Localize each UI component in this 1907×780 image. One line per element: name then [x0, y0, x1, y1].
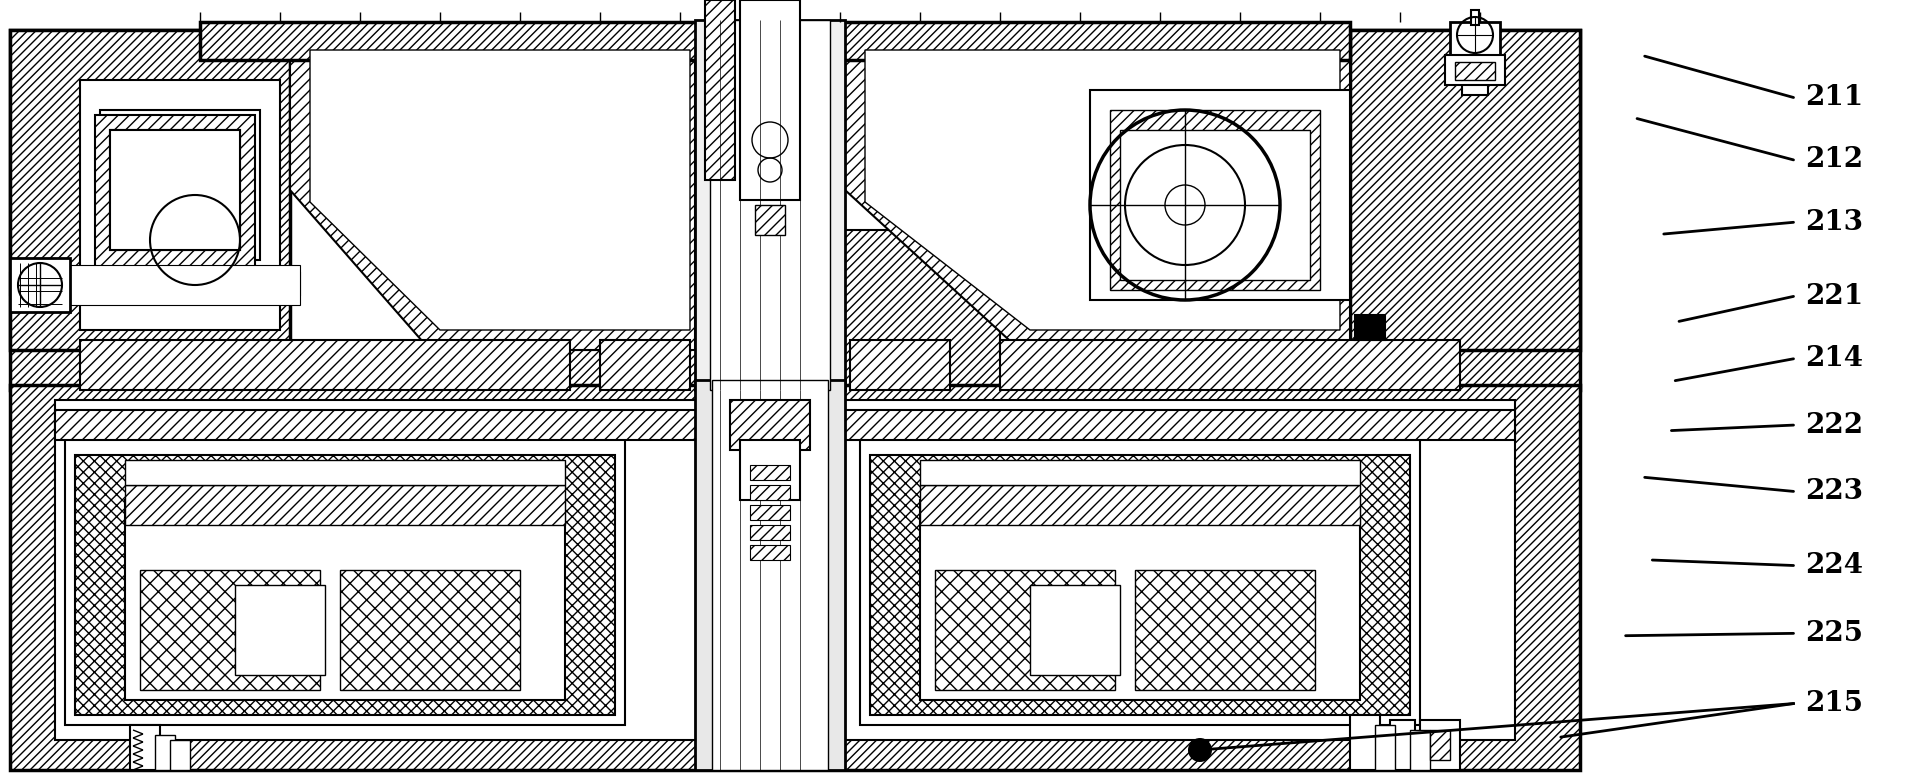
Bar	[10, 30, 1579, 390]
Circle shape	[1188, 738, 1211, 762]
Bar	[1419, 720, 1459, 770]
Text: 225: 225	[1804, 620, 1861, 647]
Bar	[10, 258, 71, 312]
Bar	[999, 340, 1459, 390]
Text: 222: 222	[1804, 412, 1861, 438]
Bar	[111, 130, 240, 250]
Bar	[711, 380, 828, 770]
Bar	[10, 265, 299, 305]
Bar	[139, 570, 320, 690]
Bar	[80, 80, 280, 330]
Bar	[126, 485, 564, 525]
Bar	[1110, 110, 1320, 290]
Bar	[111, 130, 240, 250]
Bar	[1135, 570, 1314, 690]
Bar	[154, 735, 175, 770]
Bar	[620, 30, 919, 230]
Bar	[740, 440, 799, 500]
Bar	[694, 20, 845, 390]
Bar	[704, 0, 734, 180]
Bar	[1390, 720, 1415, 770]
Bar	[1350, 715, 1379, 770]
Bar	[860, 435, 1419, 725]
Bar	[755, 205, 784, 235]
Bar	[749, 465, 789, 480]
Bar	[934, 570, 1114, 690]
Bar	[80, 50, 660, 350]
Bar	[1455, 62, 1495, 80]
Bar	[1470, 10, 1478, 25]
Bar	[694, 380, 845, 770]
Polygon shape	[845, 30, 1350, 350]
Bar	[10, 273, 299, 295]
Bar	[1350, 30, 1579, 350]
Bar	[1030, 585, 1119, 675]
Text: 213: 213	[1804, 209, 1861, 236]
Text: 223: 223	[1804, 478, 1861, 505]
Bar	[95, 115, 256, 270]
Bar	[749, 525, 789, 540]
Text: 221: 221	[1804, 283, 1861, 310]
Bar	[870, 455, 1409, 715]
Text: 212: 212	[1804, 147, 1861, 173]
Bar	[1409, 730, 1428, 770]
Polygon shape	[309, 50, 690, 330]
Bar	[1375, 725, 1394, 770]
Bar	[1354, 315, 1384, 340]
Text: 214: 214	[1804, 346, 1861, 372]
Bar	[235, 585, 324, 675]
Bar	[1461, 80, 1487, 95]
Bar	[130, 725, 160, 770]
Bar	[749, 485, 789, 500]
Bar	[55, 400, 1514, 740]
Bar	[919, 500, 1360, 700]
Text: 215: 215	[1804, 690, 1861, 717]
Bar	[749, 545, 789, 560]
Bar	[74, 455, 614, 715]
Bar	[599, 340, 690, 390]
Bar	[55, 410, 1514, 440]
Bar	[65, 435, 625, 725]
Bar	[10, 30, 290, 350]
Bar	[126, 460, 564, 485]
Bar	[1457, 58, 1491, 80]
Bar	[919, 460, 1360, 485]
Polygon shape	[864, 50, 1339, 330]
Bar	[730, 400, 810, 450]
Bar	[749, 505, 789, 520]
Bar	[126, 500, 564, 700]
Bar	[919, 485, 1360, 525]
Bar	[849, 340, 950, 390]
Bar	[99, 110, 259, 260]
Bar	[80, 340, 570, 390]
Bar	[1089, 90, 1350, 300]
Bar	[10, 385, 1579, 770]
Bar	[1428, 730, 1449, 760]
Bar	[1449, 22, 1499, 60]
Polygon shape	[290, 30, 694, 350]
Bar	[999, 70, 1459, 350]
Bar	[170, 740, 191, 770]
Bar	[200, 22, 1350, 60]
Bar	[1119, 130, 1310, 280]
Text: 224: 224	[1804, 552, 1861, 579]
Bar	[709, 20, 830, 390]
Bar	[339, 570, 521, 690]
Bar	[1444, 55, 1505, 85]
Bar	[740, 0, 799, 200]
Text: 211: 211	[1804, 84, 1861, 111]
